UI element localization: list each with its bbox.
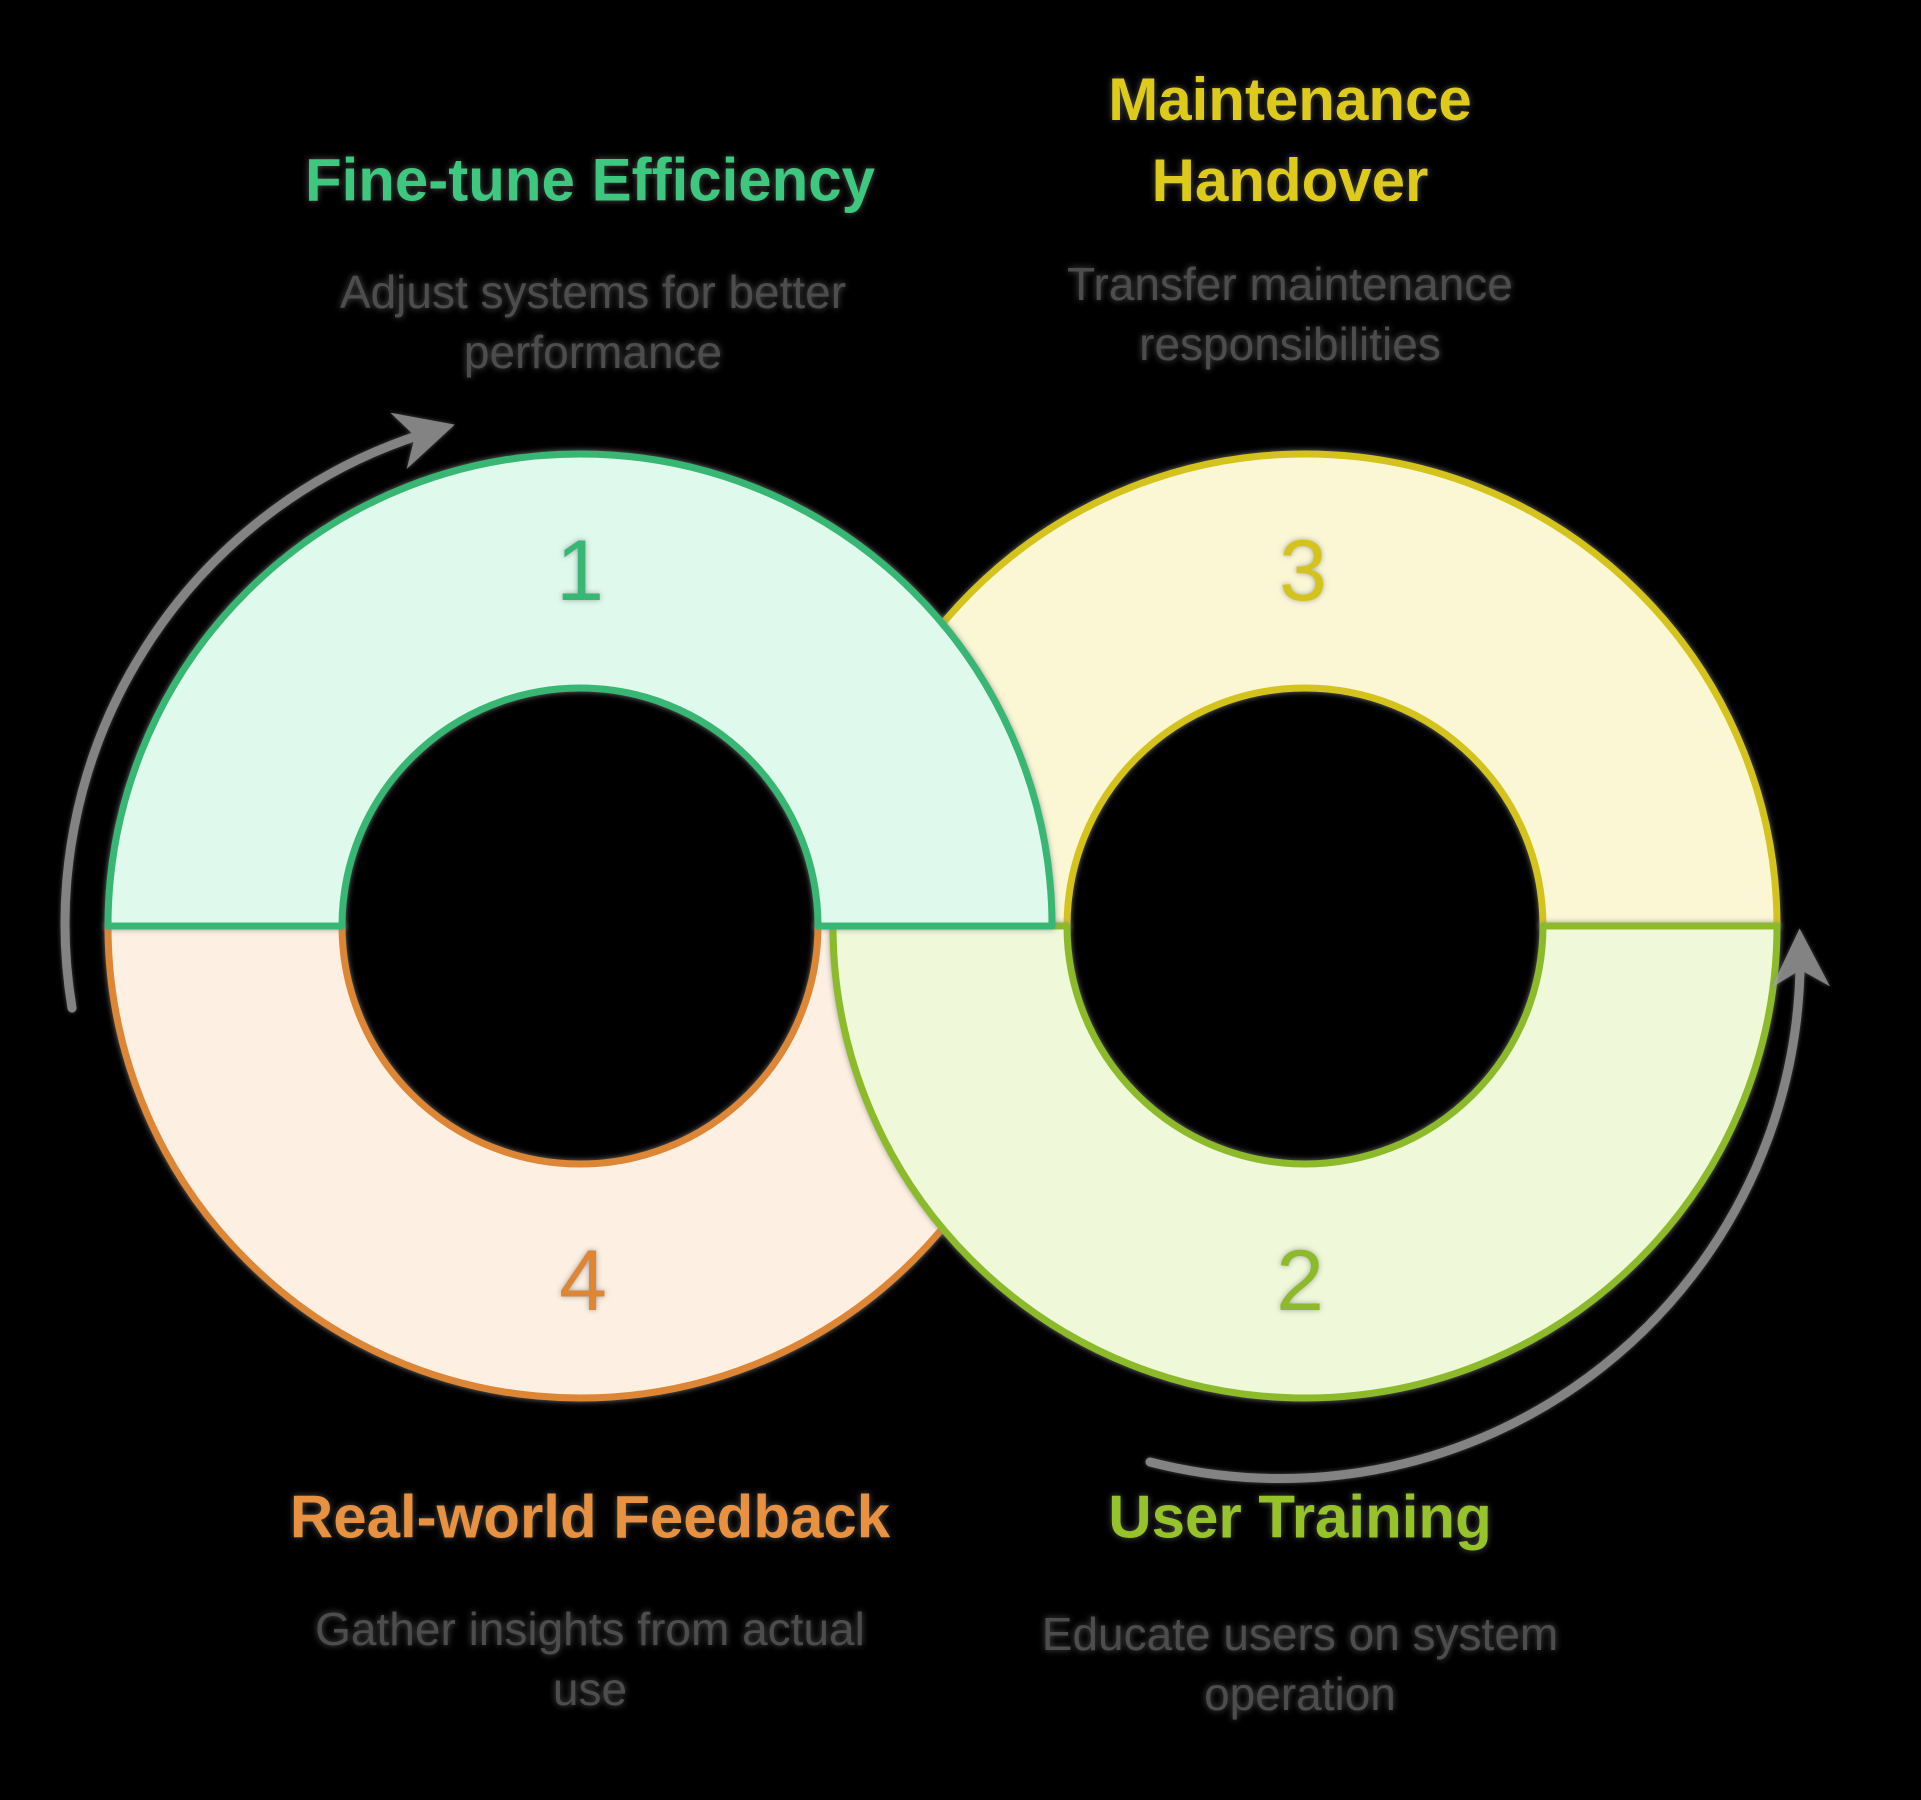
- segment-2-number: 2: [1276, 1233, 1324, 1329]
- step-3-title: Maintenance Handover: [1108, 66, 1472, 214]
- step-2-description: Educate users on system operation: [1041, 1608, 1559, 1720]
- step-2-title: User Training: [1108, 1483, 1492, 1551]
- step-1-title: Fine-tune Efficiency: [304, 146, 876, 214]
- step-1-description: Adjust systems for better performance: [339, 266, 847, 378]
- step-4-description: Gather insights from actual use: [315, 1603, 865, 1715]
- ring-segment-1-fine-tune-efficiency: [104, 450, 1056, 930]
- flow-arrow-top-left: [60, 412, 455, 1013]
- step-4-title: Real-world Feedback: [289, 1483, 891, 1551]
- segment-4-number: 4: [559, 1233, 607, 1329]
- ring-segment-3-maintenance-handover: [829, 450, 1781, 930]
- segment-1-number: 1: [556, 523, 604, 619]
- step-3-description: Transfer maintenance responsibilities: [1067, 258, 1513, 370]
- flow-arrow-bottom-right: [1145, 928, 1830, 1484]
- segment-3-number: 3: [1279, 523, 1327, 619]
- ring-segment-2-user-training: [829, 922, 1781, 1402]
